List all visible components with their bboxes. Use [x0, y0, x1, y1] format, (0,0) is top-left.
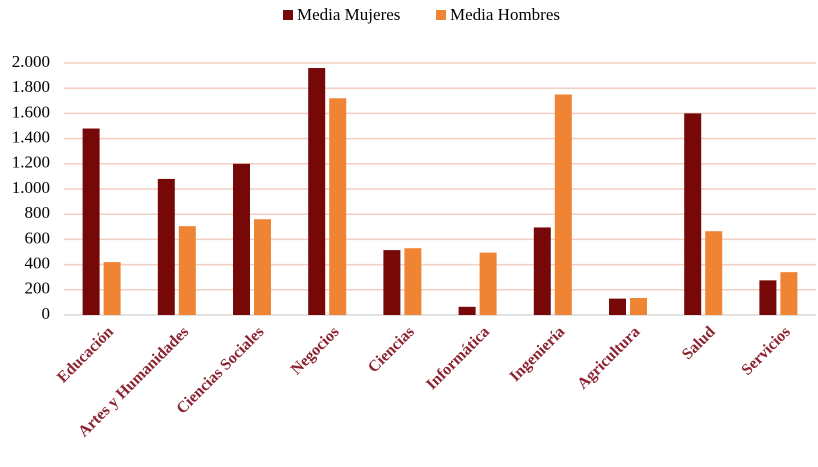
bar [383, 250, 401, 315]
y-tick-label: 800 [25, 203, 51, 222]
x-tick-label: Informática [423, 323, 493, 393]
bar [533, 227, 551, 315]
x-tick-label: Negocios [288, 323, 343, 378]
y-tick-label: 1.800 [12, 77, 50, 96]
legend-swatch [436, 10, 446, 20]
bar [759, 280, 777, 315]
y-tick-label: 1.400 [12, 128, 50, 147]
y-tick-label: 0 [42, 304, 51, 323]
bar [308, 68, 326, 315]
y-tick-label: 1.000 [12, 178, 50, 197]
x-tick-label: Servicios [738, 323, 793, 378]
legend-label: Media Hombres [450, 5, 560, 24]
y-tick-label: 600 [25, 228, 51, 247]
bar [458, 306, 476, 315]
bar [329, 98, 347, 315]
bar [609, 298, 626, 315]
bar [157, 178, 175, 315]
y-tick-label: 1.200 [12, 153, 50, 172]
bar [684, 113, 702, 316]
bar [630, 297, 647, 315]
x-tick-label: Agricultura [574, 323, 643, 392]
x-tick-label: Ciencias [365, 323, 418, 376]
bar [705, 231, 723, 315]
bar [103, 262, 121, 315]
legend-swatch [283, 10, 293, 20]
bar [82, 128, 100, 315]
x-tick-label: Educación [54, 323, 117, 386]
bar [404, 248, 422, 315]
bar [780, 272, 798, 315]
bar [479, 252, 497, 315]
bar [554, 94, 572, 315]
y-tick-label: 400 [25, 254, 51, 273]
y-tick-label: 200 [25, 279, 51, 298]
x-tick-label: Salud [679, 323, 719, 363]
bar [233, 163, 250, 315]
legend-label: Media Mujeres [297, 5, 400, 24]
bar [254, 219, 271, 315]
bar [178, 226, 196, 315]
y-tick-label: 2.000 [12, 52, 50, 71]
x-tick-label: Ingeniería [507, 323, 569, 385]
y-tick-label: 1.600 [12, 102, 50, 121]
